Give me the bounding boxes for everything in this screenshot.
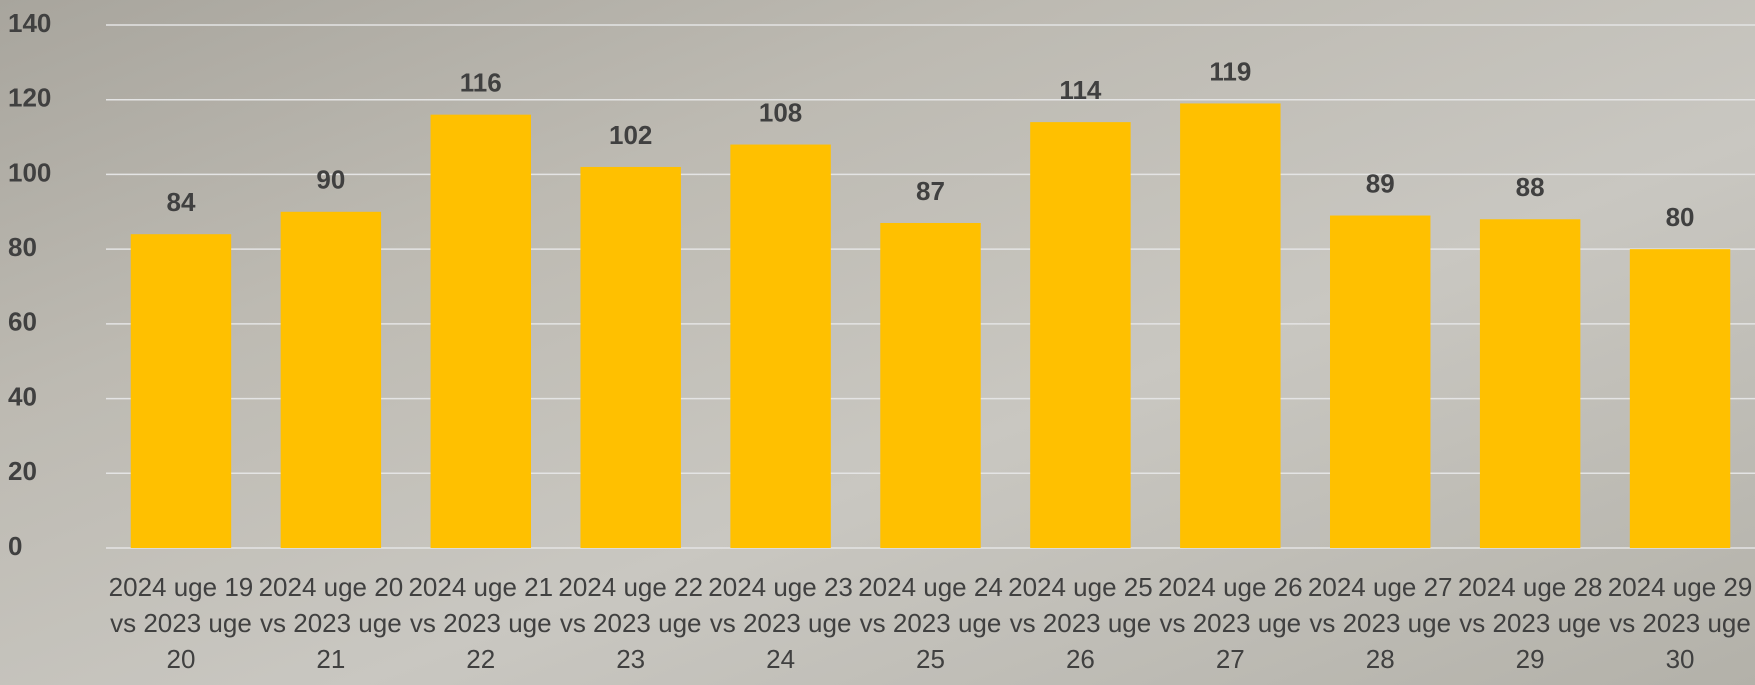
bar [730,144,831,549]
x-tick-label: 2024 uge 20 vs 2023 uge 21 [258,572,404,674]
x-tick-label: 2024 uge 21 vs 2023 uge 22 [408,572,554,674]
y-tick-label: 80 [8,232,37,262]
y-tick-label: 100 [8,157,51,187]
x-tick-label: 2024 uge 22 vs 2023 uge 23 [558,572,703,674]
bar [880,222,981,548]
data-label: 88 [1516,172,1545,202]
x-tick-label: 2024 uge 25 vs 2023 uge 26 [1008,572,1153,674]
y-tick-label: 40 [8,381,37,411]
x-tick-label: 2024 uge 23 vs 2023 uge 24 [708,572,853,674]
y-tick-label: 20 [8,456,37,486]
bar [1629,249,1731,548]
data-label: 102 [609,120,652,150]
bar [1330,215,1431,548]
data-label: 87 [916,176,945,206]
y-tick-label: 140 [8,8,51,38]
bar [1479,219,1581,548]
y-tick-label: 120 [8,83,51,113]
data-label: 119 [1209,56,1251,86]
bar [1030,122,1131,548]
data-label: 90 [316,165,345,195]
x-tick-label: 2024 uge 28 vs 2023 uge 29 [1457,572,1603,674]
data-label: 116 [460,68,502,98]
bar [580,166,681,548]
x-tick-label: 2024 uge 27 vs 2023 uge 28 [1307,572,1453,674]
bar [1180,103,1281,548]
x-tick-label: 2024 uge 26 vs 2023 uge 27 [1158,572,1303,674]
data-label: 108 [759,97,802,127]
x-tick-label: 2024 uge 24 vs 2023 uge 25 [858,572,1003,674]
data-label: 89 [1366,168,1395,198]
data-label: 84 [166,187,195,217]
data-label: 80 [1666,202,1695,232]
bar [430,114,531,549]
x-tick-label: 2024 uge 29 vs 2023 uge 30 [1607,572,1753,674]
y-tick-label: 60 [8,307,37,337]
data-label: 114 [1059,75,1101,105]
bar [280,211,382,549]
bar [130,234,232,548]
y-tick-label: 0 [8,531,22,561]
x-tick-label: 2024 uge 19 vs 2023 uge 20 [108,572,254,674]
